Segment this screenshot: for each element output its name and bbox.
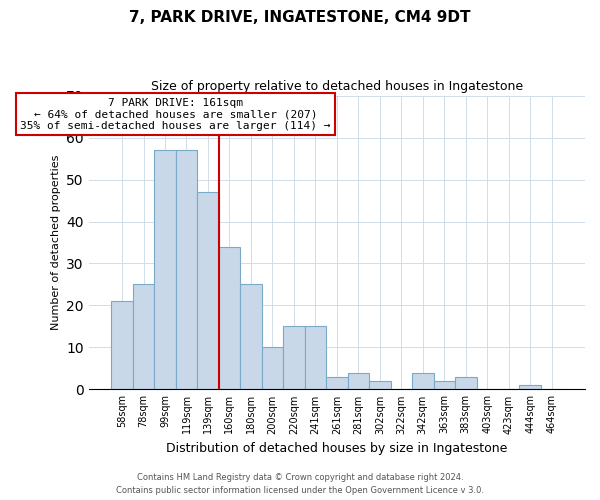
X-axis label: Distribution of detached houses by size in Ingatestone: Distribution of detached houses by size … [166,442,508,455]
Bar [455,377,476,390]
Bar [369,381,391,390]
Bar [154,150,176,390]
Title: Size of property relative to detached houses in Ingatestone: Size of property relative to detached ho… [151,80,523,93]
Bar [219,246,240,390]
Bar [240,284,262,390]
Text: Contains HM Land Registry data © Crown copyright and database right 2024.
Contai: Contains HM Land Registry data © Crown c… [116,474,484,495]
Bar [520,385,541,390]
Bar [434,381,455,390]
Bar [326,377,347,390]
Bar [133,284,154,390]
Bar [176,150,197,390]
Bar [283,326,305,390]
Bar [412,372,434,390]
Text: 7, PARK DRIVE, INGATESTONE, CM4 9DT: 7, PARK DRIVE, INGATESTONE, CM4 9DT [129,10,471,25]
Text: 7 PARK DRIVE: 161sqm
← 64% of detached houses are smaller (207)
35% of semi-deta: 7 PARK DRIVE: 161sqm ← 64% of detached h… [20,98,331,131]
Y-axis label: Number of detached properties: Number of detached properties [50,155,61,330]
Bar [262,348,283,390]
Bar [111,302,133,390]
Bar [197,192,219,390]
Bar [347,372,369,390]
Bar [305,326,326,390]
